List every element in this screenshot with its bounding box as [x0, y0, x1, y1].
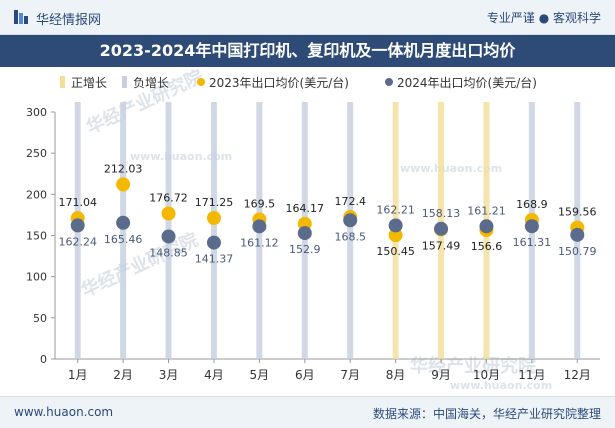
data-labels: 171.04 162.24 212.03 165.46 176.72 148.85 171.… — [58, 162, 596, 265]
price-dots — [70, 177, 585, 250]
dot-2024 — [343, 213, 358, 228]
label-2023: 150.45 — [376, 245, 415, 258]
legend: 正增长 负增长 2023年出口均价(美元/台) 2024年出口均价(美元/台) — [60, 75, 537, 90]
y-tick-label: 100 — [26, 271, 47, 284]
legend-label: 2023年出口均价(美元/台) — [209, 75, 349, 90]
negative-growth-bar — [347, 102, 354, 359]
dot-2024 — [434, 221, 449, 236]
label-2023: 171.25 — [195, 196, 234, 209]
legend-negative-swatch — [122, 76, 127, 88]
label-2023: 176.72 — [149, 192, 188, 205]
label-2024: 168.5 — [334, 230, 366, 243]
x-tick-label: 9月 — [431, 368, 451, 382]
negative-growth-bar — [120, 102, 127, 359]
dot-2024 — [297, 226, 312, 241]
dot-2023 — [116, 177, 131, 192]
x-tick-label: 2月 — [113, 368, 133, 382]
y-axis: 0 50 100 150 200 250 300 — [26, 106, 600, 366]
label-2024: 148.85 — [149, 246, 188, 259]
x-tick-label: 8月 — [386, 368, 406, 382]
label-2024: 161.12 — [240, 236, 279, 249]
legend-label: 正增长 — [71, 76, 107, 90]
x-tick-label: 10月 — [473, 368, 500, 382]
y-tick-label: 50 — [33, 312, 47, 325]
label-2023: 172.4 — [334, 195, 366, 208]
x-tick-label: 1月 — [68, 368, 88, 382]
slogan: 专业严谨 ● 客观科学 — [486, 11, 601, 25]
label-2024: 162.21 — [376, 203, 415, 216]
legend-label: 2024年出口均价(美元/台) — [397, 75, 537, 90]
title-bar: 2023-2024年中国打印机、复印机及一体机月度出口均价 — [0, 35, 615, 67]
x-tick-label: 3月 — [159, 368, 179, 382]
y-tick-label: 0 — [40, 353, 47, 366]
dot-2023 — [388, 228, 403, 243]
dot-2024 — [524, 219, 539, 234]
dot-2024 — [570, 227, 585, 242]
x-tick-label: 6月 — [295, 368, 315, 382]
label-2023: 171.04 — [58, 196, 97, 209]
label-2023: 156.6 — [471, 240, 503, 253]
dot-2024 — [206, 235, 221, 250]
data-source: 数据来源：中国海关，华经产业研究院整理 — [372, 407, 601, 421]
legend-2023-marker — [197, 78, 205, 86]
dot-2023 — [161, 206, 176, 221]
label-2023: 164.17 — [286, 202, 325, 215]
dot-2023 — [206, 211, 221, 226]
dot-2024 — [479, 219, 494, 234]
x-axis: 1月 2月 3月 4月 5月 6月 7月 8月 9月 10月 11月 12月 — [68, 359, 591, 382]
label-2023: 168.9 — [516, 198, 548, 211]
legend-2024-marker — [385, 78, 393, 86]
watermark-url: www.huaon.com — [400, 162, 502, 175]
chart-title: 2023-2024年中国打印机、复印机及一体机月度出口均价 — [99, 41, 516, 60]
footer-website[interactable]: www.huaon.com — [14, 405, 114, 419]
label-2023: 159.56 — [558, 206, 597, 219]
y-tick-label: 150 — [26, 230, 47, 243]
watermark-url: www.huaon.com — [450, 379, 552, 392]
label-2024: 161.21 — [467, 204, 506, 217]
label-2024: 150.79 — [558, 245, 597, 258]
legend-positive-swatch — [60, 76, 65, 88]
dot-2024 — [388, 218, 403, 233]
logo-icon — [14, 10, 28, 24]
watermark-url: www.huaon.com — [130, 150, 232, 163]
legend-label: 负增长 — [133, 76, 169, 90]
dot-2024 — [70, 218, 85, 233]
label-2023: 212.03 — [104, 162, 143, 175]
brand-name[interactable]: 华经情报网 — [36, 13, 102, 28]
label-2024: 165.46 — [104, 233, 143, 246]
label-2024: 141.37 — [195, 253, 234, 266]
label-2024: 161.31 — [513, 236, 552, 249]
x-tick-label: 5月 — [250, 368, 270, 382]
x-tick-label: 12月 — [564, 368, 591, 382]
y-tick-label: 250 — [26, 147, 47, 160]
top-bar: 华经情报网 专业严谨 ● 客观科学 — [0, 0, 615, 35]
growth-bars — [74, 102, 581, 359]
dot-2024 — [252, 219, 267, 234]
x-tick-label: 4月 — [204, 368, 224, 382]
dot-2024 — [161, 229, 176, 244]
label-2023: 169.5 — [244, 197, 276, 210]
label-2024: 158.13 — [422, 207, 461, 220]
label-2024: 162.24 — [58, 235, 97, 248]
y-tick-label: 300 — [26, 106, 47, 119]
label-2024: 152.9 — [289, 243, 321, 256]
chart: 华经产业研究院华经产业研究院华经产业研究院www.huaon.comwww.hu… — [26, 67, 600, 392]
footer: www.huaon.com 数据来源：中国海关，华经产业研究院整理 — [0, 396, 615, 428]
dot-2024 — [116, 215, 131, 230]
y-tick-label: 200 — [26, 188, 47, 201]
label-2023: 157.49 — [422, 239, 461, 252]
x-tick-label: 11月 — [518, 368, 545, 382]
x-tick-label: 7月 — [340, 368, 360, 382]
negative-growth-bar — [210, 102, 217, 359]
